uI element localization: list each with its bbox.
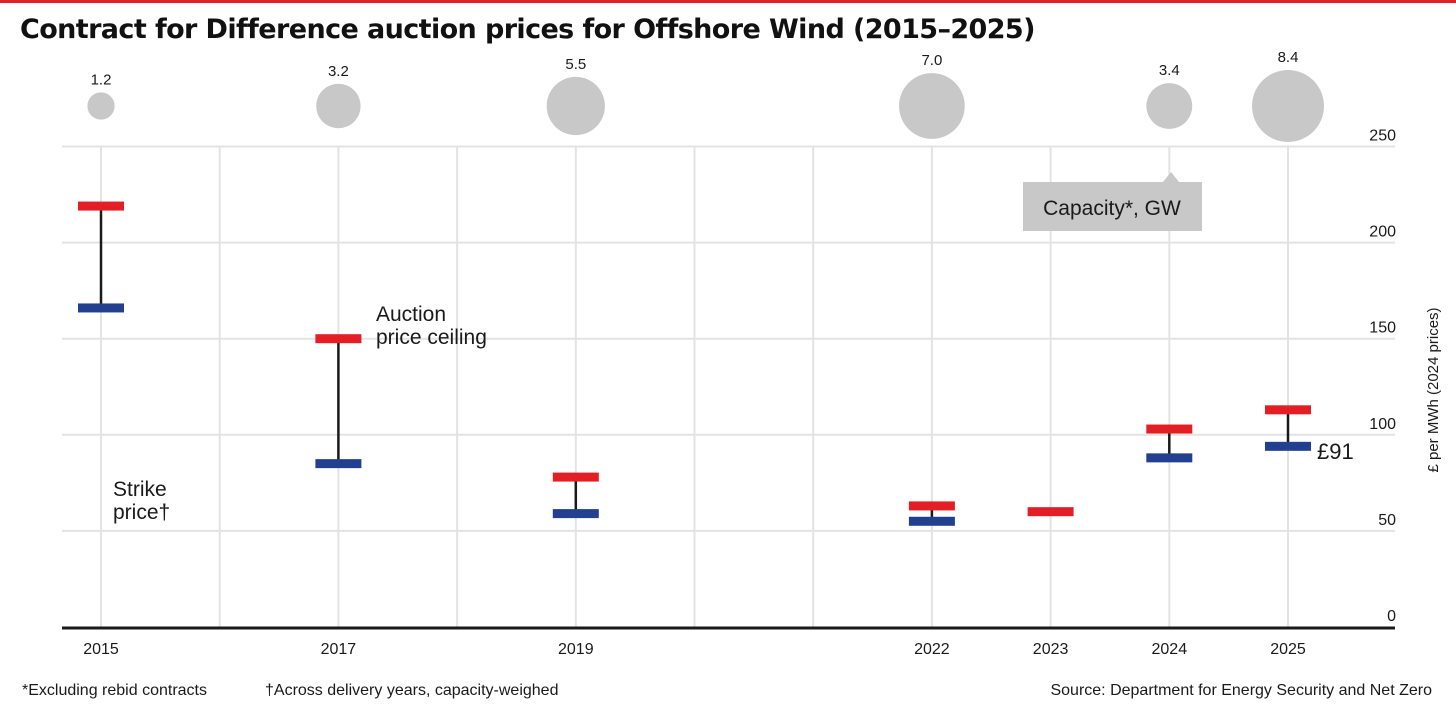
strike-bar-2019 [552, 509, 599, 519]
capacity-bubble-label-2025: 8.4 [1278, 49, 1299, 66]
x-tick-2023: 2023 [1033, 641, 1069, 658]
x-tick-2022: 2022 [914, 641, 950, 658]
strike-bar-2022 [908, 516, 955, 526]
capacity-bubble-2025 [1252, 70, 1324, 142]
capacity-bubble-2017 [316, 83, 361, 129]
capacity-bubble-label-2017: 3.2 [328, 63, 349, 80]
ceiling-bar-2024 [1146, 424, 1193, 434]
capacity-bubble-label-2019: 5.5 [565, 56, 586, 73]
strike-bar-2017 [315, 459, 362, 469]
chart-title: Contract for Difference auction prices f… [20, 14, 1035, 45]
capacity-bubble-2019 [546, 76, 605, 136]
x-tick-2025: 2025 [1270, 641, 1306, 658]
y-tick-150: 150 [1369, 320, 1396, 337]
capacity-callout-pointer [1163, 172, 1179, 182]
strike-bar-2024 [1146, 453, 1193, 463]
strike-bar-2015 [78, 303, 124, 313]
footnote-rebid: *Excluding rebid contracts [22, 682, 207, 699]
x-tick-2024: 2024 [1152, 641, 1188, 658]
ceiling-bar-2019 [552, 472, 599, 482]
footnote-delivery: †Across delivery years, capacity-weighed [265, 682, 559, 699]
x-tick-2017: 2017 [321, 641, 357, 658]
y-tick-100: 100 [1369, 416, 1396, 433]
strike-2025-annotation: £91 [1317, 439, 1354, 464]
capacity-bubble-2024 [1146, 83, 1193, 129]
strike-bar-2025 [1265, 441, 1311, 451]
top-accent-rule [0, 0, 1456, 3]
capacity-bubble-2022 [899, 73, 965, 139]
x-tick-2015: 2015 [83, 641, 119, 658]
ceiling-bar-2025 [1265, 405, 1311, 415]
capacity-bubble-2015 [87, 92, 115, 120]
ceiling-bar-2017 [315, 334, 362, 344]
capacity-callout: Capacity*, GW [1023, 172, 1202, 231]
x-tick-2019: 2019 [558, 641, 594, 658]
strike-annotation-line-2: price† [113, 501, 170, 524]
source-note: Source: Department for Energy Security a… [1050, 682, 1432, 699]
capacity-callout-label: Capacity*, GW [1043, 197, 1181, 220]
y-tick-250: 250 [1369, 128, 1396, 145]
ceiling-bar-2023 [1027, 507, 1074, 517]
price-range-chart: 1.23.2 5.5 7.03.48.4 Capacity*, GW 2015 201… [62, 49, 1442, 658]
strike-annotation-line-1: Strike [113, 478, 167, 501]
ceiling-bar-2015 [78, 201, 124, 211]
y-tick-50: 50 [1378, 512, 1396, 529]
capacity-bubbles: 1.2 3.2 5.5 7.0 3.4 8.4 [87, 49, 1324, 142]
ceiling-annotation-line-2: price ceiling [376, 326, 487, 349]
capacity-callout-box [1023, 182, 1202, 231]
capacity-bubble-label-2024: 3.4 [1159, 62, 1180, 79]
y-tick-0: 0 [1387, 608, 1396, 625]
y-tick-200: 200 [1369, 224, 1396, 241]
ceiling-bar-2022 [908, 501, 955, 511]
capacity-bubble-label-2015: 1.2 [91, 71, 112, 88]
y-axis-label: £ per MWh (2024 prices) [1425, 307, 1442, 472]
price-ranges [78, 201, 1311, 526]
ceiling-annotation-line-1: Auction [376, 303, 446, 326]
axes: 2015 2017 2019 2022 2023 2024 2025 0 50 100 150 200… [62, 128, 1442, 658]
capacity-bubble-label-2022: 7.0 [921, 52, 942, 69]
